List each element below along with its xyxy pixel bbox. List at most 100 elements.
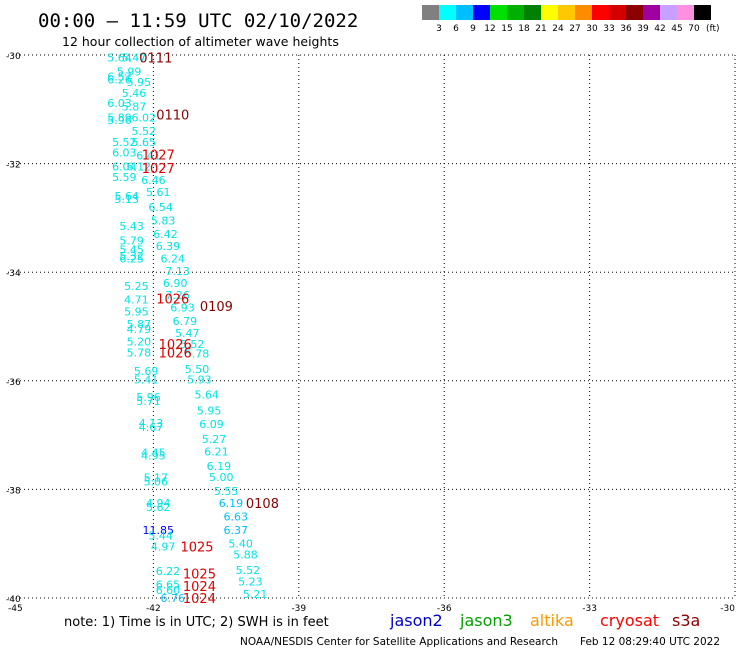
time-label: 0110 (156, 109, 189, 124)
wave-height-point: 6.21 (204, 445, 229, 458)
wave-height-point: 5.41 (134, 374, 159, 387)
wave-height-point: 5.59 (112, 171, 137, 184)
credit-text: NOAA/NESDIS Center for Satellite Applica… (240, 636, 558, 648)
wave-height-point: 6.76 (161, 592, 186, 605)
wave-height-point: 5.17 (144, 471, 169, 484)
wave-height-point: 5.52 (180, 338, 205, 351)
y-tick-label: -34 (6, 269, 21, 279)
scale-swatch (439, 5, 456, 20)
time-labels: 0111011010271027102601091026102601081025… (139, 52, 279, 607)
wave-height-point: 5.69 (134, 365, 159, 378)
wave-height-point: 4.95 (141, 450, 166, 463)
scale-label: 36 (620, 24, 632, 34)
scale-swatch (422, 5, 439, 20)
wave-height-point: 5.45 (119, 243, 144, 256)
wave-height-point: 6.79 (173, 315, 198, 328)
legend-item-jason3: jason3 (459, 611, 513, 630)
wave-height-point: 4.71 (124, 293, 149, 306)
wave-height-point: 4.67 (139, 421, 164, 434)
x-tick-label: -45 (8, 604, 23, 614)
y-tick-labels: -30 -32 -34 -36 -38 -40 (6, 52, 21, 605)
y-tick-label: -40 (6, 595, 21, 605)
satellite-legend: jason2 jason3 altika cryosat s3a (389, 611, 700, 630)
scale-swatch (660, 5, 677, 20)
wave-height-point: 5.87 (127, 318, 152, 331)
scale-label: 70 (688, 24, 700, 34)
timestamp-text: Feb 12 08:29:40 UTC 2022 (580, 636, 720, 648)
wave-height-point: 5.89 (107, 111, 132, 124)
scale-label: 27 (569, 24, 580, 34)
wave-height-point: 5.96 (107, 114, 132, 127)
wave-height-point: 6.90 (163, 277, 188, 290)
scale-swatch (677, 5, 694, 20)
wave-height-point: 5.61 (146, 186, 171, 199)
wave-height-point: 5.21 (243, 588, 268, 601)
wave-height-point: 6.09 (199, 418, 224, 431)
wave-height-point: 5.78 (185, 348, 210, 361)
time-label: 1024 (183, 580, 216, 595)
wave-height-point: 6.65 (156, 578, 181, 591)
wave-height-point: 11.85 (142, 524, 174, 537)
scale-swatch (626, 5, 643, 20)
wave-height-point: 5.46 (122, 87, 147, 100)
wave-height-point: 5.83 (151, 215, 176, 228)
wave-height-point: 5.99 (117, 65, 142, 78)
time-label: 1026 (159, 338, 192, 353)
scale-swatch (473, 5, 490, 20)
footnote: note: 1) Time is in UTC; 2) SWH is in fe… (64, 615, 329, 630)
x-tick-label: -42 (146, 604, 161, 614)
wave-height-point: 6.19 (219, 497, 244, 510)
time-label: 0109 (200, 300, 233, 315)
scale-swatch (490, 5, 507, 20)
wave-height-point: 5.64 (114, 190, 139, 203)
wave-height-point: 4.94 (146, 497, 171, 510)
x-tick-label: -39 (291, 604, 306, 614)
x-tick-label: -33 (582, 604, 597, 614)
grid-lines (8, 54, 736, 599)
wave-height-point: 5.50 (185, 363, 210, 376)
wave-height-point: 5.87 (122, 101, 147, 114)
wave-height-point: 5.71 (136, 395, 161, 408)
scale-label: 45 (671, 24, 682, 34)
time-label: 1025 (180, 540, 213, 555)
wave-height-point: 6.46 (141, 174, 166, 187)
scale-label: 12 (484, 24, 495, 34)
scale-unit: (ft) (706, 24, 720, 34)
chart-title: 00:00 – 11:59 UTC 02/10/2022 (38, 10, 358, 32)
wave-height-point: 5.43 (119, 220, 144, 233)
wave-height-point: 6.02 (131, 111, 156, 124)
scale-label: 18 (518, 24, 530, 34)
y-tick-label: -30 (6, 52, 21, 62)
chart-subtitle: 12 hour collection of altimeter wave hei… (62, 34, 339, 49)
scale-swatch (575, 5, 592, 20)
wave-height-point: 5.13 (114, 193, 139, 206)
wave-height-labels: 5.645.475.996.576.265.955.466.035.875.89… (107, 52, 267, 605)
wave-height-point: 6.57 (107, 71, 132, 84)
wave-height-point: 6.03 (107, 97, 132, 110)
wave-height-point: 5.25 (124, 280, 149, 293)
time-label: 1026 (156, 292, 189, 307)
wave-height-point: 4.13 (139, 417, 164, 430)
time-label: 0108 (246, 497, 279, 512)
wave-height-point: 5.52 (236, 564, 261, 577)
wave-height-point: 5.95 (127, 76, 152, 89)
legend-item-s3a: s3a (672, 611, 700, 630)
scale-label: 6 (453, 24, 459, 34)
scale-label: 39 (637, 24, 649, 34)
scale-swatch (524, 5, 541, 20)
wave-height-point: 5.93 (187, 374, 212, 387)
wave-height-point: 5.47 (175, 327, 200, 340)
wave-height-point: 6.93 (170, 301, 195, 314)
wave-height-point: 5.06 (144, 475, 169, 488)
wave-height-point: 6.24 (161, 253, 186, 266)
wave-height-point: 4.45 (141, 446, 166, 459)
wave-height-point: 6.26 (107, 73, 132, 86)
wave-height-point: 5.27 (202, 433, 227, 446)
wave-height-point: 5.52 (131, 125, 156, 138)
scale-label: 42 (654, 24, 665, 34)
legend-item-cryosat: cryosat (600, 611, 659, 630)
time-label: 1025 (183, 568, 216, 583)
wave-height-point: 5.64 (107, 52, 132, 65)
wave-height-point: 5.96 (136, 391, 161, 404)
wave-height-point: 5.23 (238, 576, 263, 589)
